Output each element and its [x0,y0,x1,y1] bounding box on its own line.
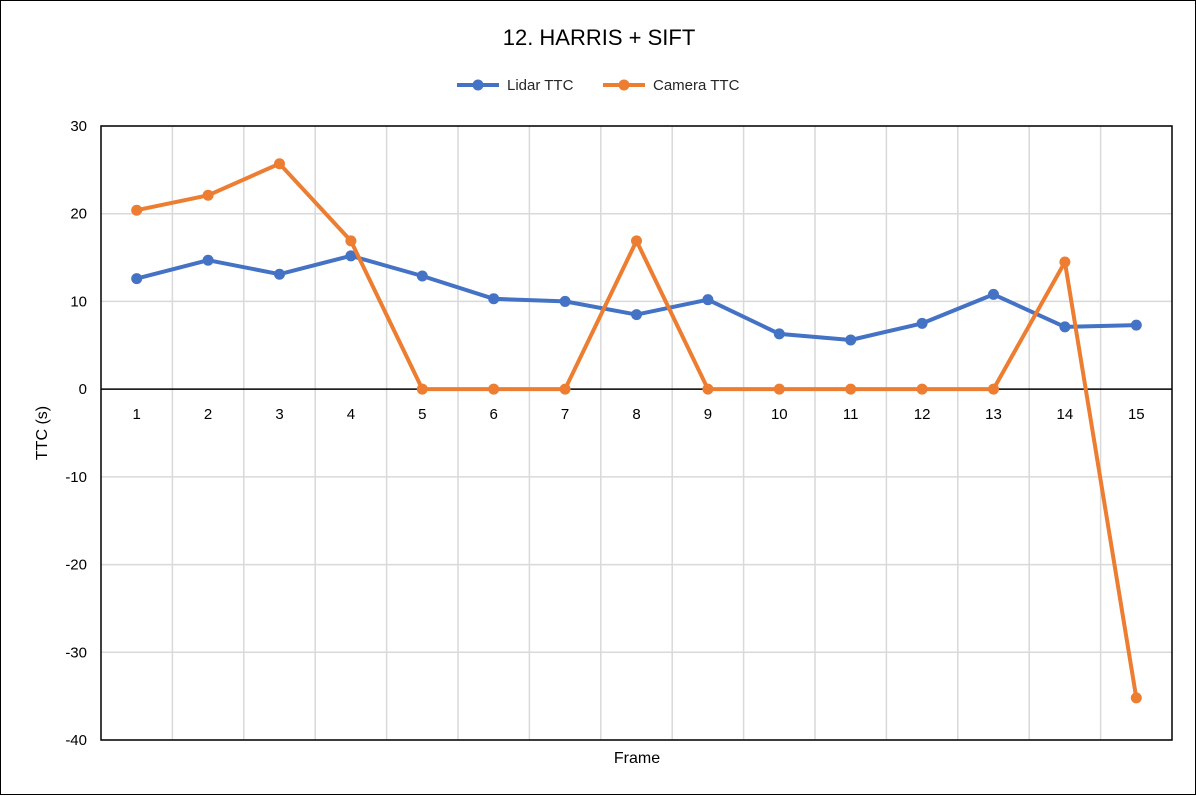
x-tick-label: 2 [204,406,212,423]
y-tick-label: 30 [70,118,87,135]
legend-item: Camera TTC [603,77,740,94]
x-tick-label: 3 [275,406,283,423]
series-lidar-ttc [131,250,1142,346]
data-point [559,295,571,307]
data-point [773,328,785,340]
data-point [631,235,642,247]
y-tick-label: -10 [65,469,87,486]
series-line [136,253,1137,342]
plot-border [100,125,1173,741]
x-axis-title: Frame [614,750,660,767]
data-point [345,250,357,262]
y-tick-label: -20 [65,557,87,574]
x-tick-label: 7 [561,406,569,423]
data-point [202,189,214,201]
data-point [559,383,571,395]
x-tick-label: 13 [985,406,1002,423]
x-tick-label: 4 [347,406,355,423]
data-point [274,268,285,280]
data-point [131,204,143,216]
data-point [916,383,928,395]
data-point [1059,321,1071,333]
data-point [345,235,357,247]
data-point [416,383,428,395]
x-tick-label: 1 [133,406,141,423]
data-point [631,309,642,321]
data-point [988,383,999,395]
legend-swatch-marker [472,79,484,91]
y-tick-label: 20 [70,206,87,223]
x-tick-label: 8 [632,406,640,423]
data-point [702,294,714,306]
data-point [988,288,999,300]
chart-title: 12. HARRIS + SIFT [503,25,696,50]
series-camera-ttc [131,158,1142,704]
data-point [202,254,214,266]
legend-label: Camera TTC [653,77,740,94]
x-tick-label: 12 [914,406,931,423]
legend: Lidar TTC Camera TTC [457,77,740,94]
x-tick-label: 6 [490,406,498,423]
data-point [702,383,714,395]
data-point [416,270,428,282]
x-tick-label: 9 [704,406,712,423]
data-point [845,334,857,346]
y-tick-label: -40 [65,732,87,749]
x-tick-label: 5 [418,406,426,423]
x-tick-label: 11 [843,406,859,423]
data-point [488,383,500,395]
data-point [488,293,500,305]
data-point [845,383,857,395]
legend-label: Lidar TTC [507,77,574,94]
x-tick-label: 15 [1128,406,1145,423]
data-point [131,273,143,285]
data-point [1130,319,1142,331]
y-tick-label: 0 [79,381,87,398]
data-point [1059,256,1071,268]
legend-item: Lidar TTC [457,77,574,94]
data-point [1130,692,1142,704]
y-tick-label: -30 [65,644,87,661]
legend-swatch-marker [618,79,630,91]
x-tick-label: 14 [1057,406,1074,423]
data-point [916,317,928,329]
data-point [773,383,785,395]
x-tick-label: 10 [771,406,788,423]
y-axis-title: TTC (s) [34,406,51,460]
data-point [274,158,285,170]
y-tick-label: 10 [70,293,87,310]
